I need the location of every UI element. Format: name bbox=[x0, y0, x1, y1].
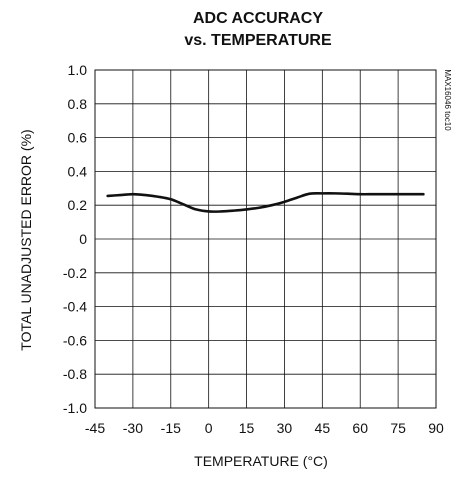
x-tick-label: -15 bbox=[161, 420, 181, 436]
grid bbox=[94, 69, 437, 409]
y-tick-label: 1.0 bbox=[68, 62, 88, 78]
x-tick-label: 75 bbox=[390, 420, 406, 436]
chart-title-line-2: vs. TEMPERATURE bbox=[184, 32, 332, 49]
y-tick-label: 0.6 bbox=[68, 130, 88, 146]
x-tick-label: 60 bbox=[352, 420, 368, 436]
x-tick-label: -45 bbox=[85, 420, 105, 436]
plot-frame bbox=[94, 69, 437, 409]
y-tick-label: -0.8 bbox=[63, 366, 87, 382]
y-tick-label: 0 bbox=[79, 231, 87, 247]
y-axis-label: TOTAL UNADJUSTED ERROR (%) bbox=[18, 129, 34, 350]
y-tick-label: -0.2 bbox=[63, 265, 87, 281]
y-tick-label: 0.4 bbox=[68, 163, 88, 179]
y-tick-label: -0.6 bbox=[63, 332, 87, 348]
x-tick-label: 90 bbox=[428, 420, 444, 436]
y-axis-ticks: 1.0 0.8 0.6 0.4 0.2 0 -0.2 -0.4 -0.6 -0.8 -1.0 bbox=[63, 62, 87, 416]
series-line-0 bbox=[106, 191, 425, 213]
x-tick-label: 45 bbox=[315, 420, 331, 436]
chart-code-note: MAX16046 toc10 bbox=[443, 69, 452, 131]
chart-title-line-1: ADC ACCURACY bbox=[193, 10, 323, 27]
x-axis-ticks: -45 -30 -15 0 15 30 45 60 75 90 bbox=[85, 420, 444, 436]
series-layer bbox=[106, 191, 425, 213]
x-tick-label: 15 bbox=[239, 420, 255, 436]
x-axis-label: TEMPERATURE (°C) bbox=[194, 453, 328, 469]
y-tick-label: -1.0 bbox=[63, 400, 87, 416]
y-tick-label: 0.2 bbox=[68, 197, 88, 213]
y-tick-label: 0.8 bbox=[68, 96, 88, 112]
y-tick-label: -0.4 bbox=[63, 299, 87, 315]
x-tick-label: 0 bbox=[205, 420, 213, 436]
x-tick-label: 30 bbox=[277, 420, 293, 436]
x-tick-label: -30 bbox=[123, 420, 143, 436]
